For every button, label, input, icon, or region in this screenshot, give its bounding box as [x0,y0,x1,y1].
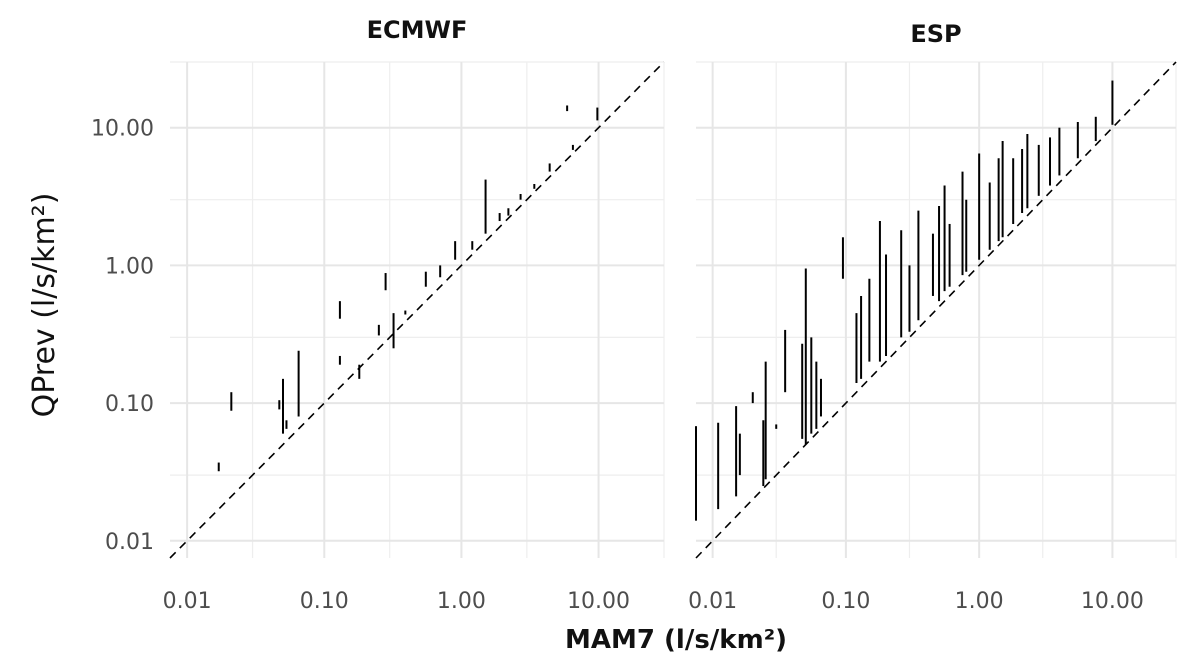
one-to-one-line [169,61,665,559]
x-tick-label: 0.01 [688,589,737,614]
x-tick-label: 1.00 [955,589,1004,614]
range-bars [695,80,1114,521]
y-tick-label: 1.00 [105,254,154,279]
y-tick-label: 0.01 [105,530,154,555]
x-tick-label: 0.10 [821,589,870,614]
gridlines [696,61,1177,558]
y-tick-label: 10.00 [91,117,154,142]
x-tick-label: 1.00 [437,589,486,614]
panel-title: ECMWF [367,16,468,44]
panel-esp: ESP 0.01 0.10 1.00 10.00 [688,20,1177,614]
panel-title: ESP [910,20,961,48]
x-tick-label: 10.00 [1081,589,1144,614]
y-axis-title: QPrev (l/s/km²) [27,193,62,418]
gridlines [170,61,665,558]
range-bars [217,105,599,472]
one-to-one-line [695,61,1177,559]
y-tick-label: 0.10 [105,392,154,417]
panel-ecmwf: ECMWF 0.01 0.10 1.00 10.00 0.01 0.10 1.00 10.00 [91,16,665,614]
x-axis-title: MAM7 (l/s/km²) [565,625,787,655]
x-tick-label: 0.10 [300,589,349,614]
x-tick-label: 0.01 [163,589,212,614]
x-tick-label: 10.00 [567,589,630,614]
